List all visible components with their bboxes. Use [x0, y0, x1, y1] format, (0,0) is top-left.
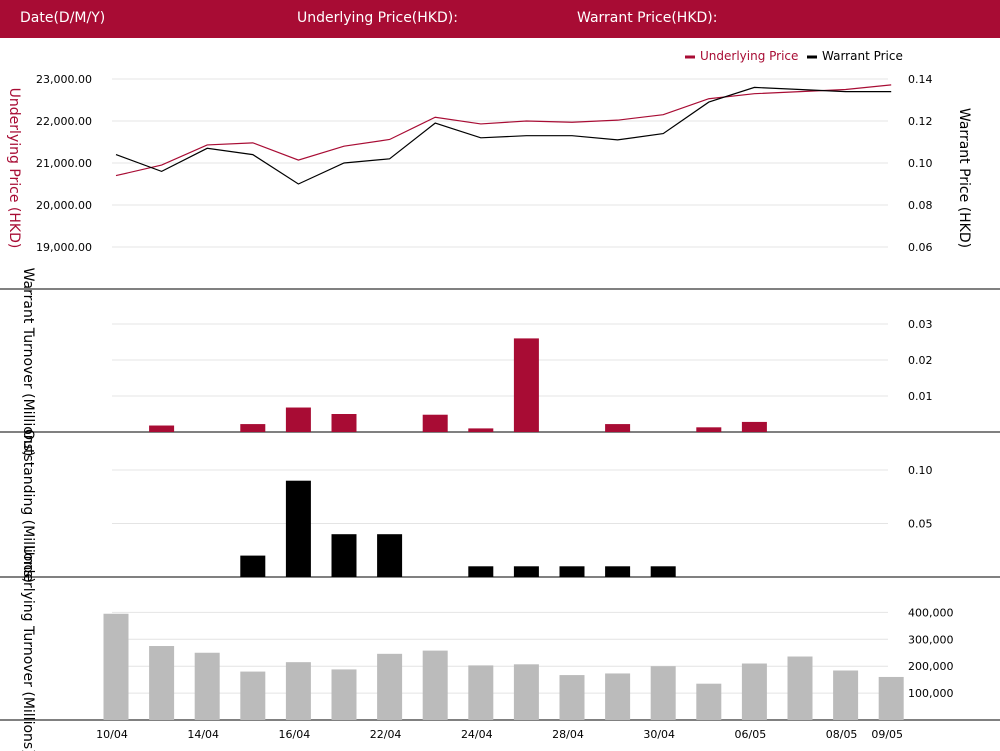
y-tick-label: 400,000	[908, 606, 954, 619]
bar-warrant-turnover	[240, 424, 266, 432]
y-tick-label-right: 0.08	[908, 199, 933, 212]
bar-underlying-turnover	[650, 666, 676, 720]
x-tick-label: 30/04	[643, 728, 675, 741]
y-tick-label-right: 0.10	[908, 157, 933, 170]
date-label: Date(D/M/Y)	[20, 10, 106, 26]
y-axis-label-right: Warrant Price (HKD)	[956, 108, 972, 248]
bar-warrant-turnover	[468, 428, 494, 432]
underlying-price-label: Underlying Price(HKD):	[297, 10, 458, 26]
bar-underlying-turnover	[559, 675, 585, 720]
y-tick-label: 0.02	[908, 354, 933, 367]
x-tick-label: 09/05	[871, 728, 903, 741]
bar-underlying-turnover	[103, 613, 129, 720]
y-tick-label: 0.01	[908, 390, 933, 403]
y-tick-label-left: 22,000.00	[36, 115, 92, 128]
y-tick-label-left: 19,000.00	[36, 241, 92, 254]
x-tick-label: 06/05	[735, 728, 767, 741]
y-tick-label-right: 0.14	[908, 73, 933, 86]
y-tick-label: 0.10	[908, 464, 933, 477]
bar-outstanding	[331, 534, 357, 577]
bar-warrant-turnover	[285, 407, 311, 432]
legend-label-warrant: Warrant Price	[822, 49, 903, 63]
y-axis-label: Warrant Turnover (Millions)	[20, 268, 36, 457]
y-tick-label: 300,000	[908, 633, 954, 646]
bar-outstanding	[559, 566, 585, 577]
bar-warrant-turnover	[149, 425, 175, 432]
y-tick-label: 200,000	[908, 660, 954, 673]
x-tick-label: 10/04	[96, 728, 128, 741]
bar-underlying-turnover	[741, 663, 767, 720]
bar-underlying-turnover	[331, 669, 357, 720]
x-tick-label: 24/04	[461, 728, 493, 741]
bar-underlying-turnover	[422, 650, 448, 720]
x-tick-label: 16/04	[279, 728, 311, 741]
bar-underlying-turnover	[605, 673, 631, 720]
bar-warrant-turnover	[696, 427, 722, 432]
y-tick-label: 100,000	[908, 687, 954, 700]
bar-warrant-turnover	[331, 414, 357, 432]
bar-warrant-turnover	[605, 424, 631, 432]
bar-underlying-turnover	[149, 646, 175, 720]
x-tick-label: 14/04	[187, 728, 219, 741]
y-tick-label: 0.05	[908, 518, 933, 531]
series-line-warrant-price	[115, 86, 892, 185]
x-tick-label: 08/05	[826, 728, 858, 741]
bar-underlying-turnover	[787, 656, 813, 720]
bar-outstanding	[605, 566, 631, 577]
y-tick-label: 0.03	[908, 318, 933, 331]
bar-outstanding	[377, 534, 403, 577]
bar-underlying-turnover	[240, 671, 266, 720]
bar-warrant-turnover	[422, 414, 448, 432]
bar-underlying-turnover	[468, 665, 494, 720]
bar-underlying-turnover	[285, 662, 311, 720]
bar-outstanding	[240, 555, 266, 577]
y-tick-label-left: 21,000.00	[36, 157, 92, 170]
bar-outstanding	[650, 566, 676, 577]
series-line-underlying-price	[115, 84, 892, 177]
legend-label-underlying: Underlying Price	[700, 49, 798, 63]
bar-underlying-turnover	[833, 670, 859, 720]
x-tick-label: 28/04	[552, 728, 584, 741]
y-tick-label-left: 23,000.00	[36, 73, 92, 86]
x-tick-label: 22/04	[370, 728, 402, 741]
y-tick-label-left: 20,000.00	[36, 199, 92, 212]
header-bar: Date(D/M/Y) Underlying Price(HKD): Warra…	[0, 0, 1000, 38]
bar-outstanding	[513, 566, 539, 577]
bar-outstanding	[468, 566, 494, 577]
bar-underlying-turnover	[878, 676, 904, 720]
bar-outstanding	[285, 480, 311, 577]
bar-underlying-turnover	[696, 683, 722, 720]
y-axis-label: Underlying Turnover (Millions)	[20, 545, 36, 751]
warrant-price-label: Warrant Price(HKD):	[577, 10, 718, 26]
y-axis-label-left: Underlying Price (HKD)	[6, 88, 22, 249]
bar-underlying-turnover	[513, 664, 539, 720]
bar-underlying-turnover	[377, 653, 403, 720]
bar-warrant-turnover	[513, 338, 539, 432]
y-axis-label: Outstanding (Millions)	[20, 429, 36, 583]
bar-underlying-turnover	[194, 652, 220, 720]
y-tick-label-right: 0.12	[908, 115, 933, 128]
y-tick-label-right: 0.06	[908, 241, 933, 254]
bar-warrant-turnover	[741, 421, 767, 432]
